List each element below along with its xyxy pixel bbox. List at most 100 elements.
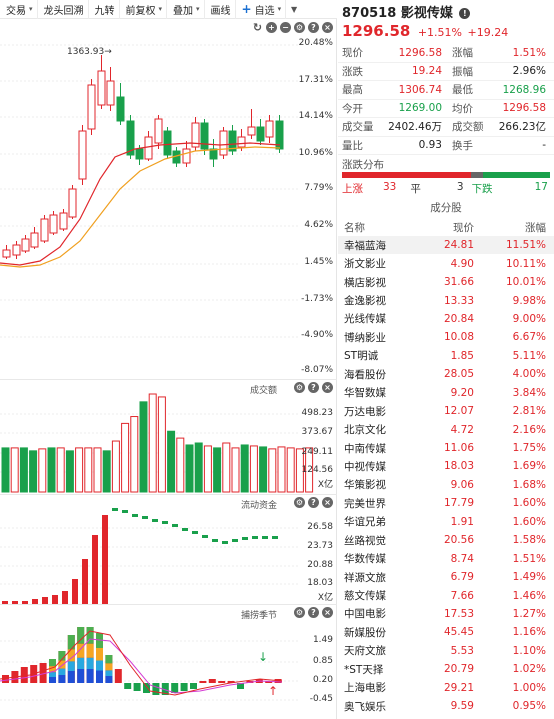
component-row[interactable]: 华谊兄弟 1.91 1.60% (338, 513, 554, 531)
component-row[interactable]: 新媒股份 45.45 1.16% (338, 623, 554, 641)
component-row[interactable]: 奥飞娱乐 9.59 0.95% (338, 697, 554, 715)
volume-bar (286, 447, 295, 493)
quote-value: 1268.96 (502, 83, 546, 96)
help-icon[interactable]: ? (308, 382, 319, 393)
flow-unit: X亿 (317, 593, 333, 603)
col-name[interactable]: 名称 (344, 221, 365, 234)
season-chart[interactable]: ↓↑ (0, 605, 337, 719)
component-price: 20.79 (443, 663, 474, 676)
component-row[interactable]: 祥源文旅 6.79 1.49% (338, 568, 554, 586)
component-name: *ST天择 (344, 663, 384, 676)
volume-bar (268, 448, 277, 493)
component-row[interactable]: 完美世界 17.79 1.60% (338, 494, 554, 512)
add-watchlist-button[interactable]: + 自选 ▾ (236, 0, 287, 19)
toolbar-more-chevron-icon[interactable]: ▼ (291, 4, 298, 14)
component-name: ST明诚 (344, 350, 379, 363)
season-bar (2, 675, 9, 683)
component-row[interactable]: 浙文影业 4.90 10.11% (338, 254, 554, 272)
component-row[interactable]: 金逸影视 13.33 9.98% (338, 291, 554, 309)
kline-y-label: 1.45% (304, 257, 333, 267)
volume-bar (148, 393, 157, 493)
component-row[interactable]: 海看股份 28.05 4.00% (338, 365, 554, 383)
kline-chart[interactable] (0, 19, 337, 379)
help-icon[interactable]: ? (308, 22, 319, 33)
candle (256, 126, 265, 142)
settings-icon[interactable]: ⚙ (294, 497, 305, 508)
help-icon[interactable]: ? (308, 607, 319, 618)
volume-bar (194, 442, 203, 493)
distribution-flat-segment (471, 172, 483, 178)
season-icons: ⚙ ? × (294, 607, 333, 618)
refresh-icon[interactable]: ↻ (252, 21, 263, 34)
zoom-out-icon[interactable]: − (280, 22, 291, 33)
component-row[interactable]: 中国电影 17.53 1.27% (338, 605, 554, 623)
help-icon[interactable]: ? (308, 497, 319, 508)
component-name: 横店影视 (344, 276, 386, 289)
flow-bar (242, 537, 248, 540)
component-row[interactable]: 万达电影 12.07 2.81% (338, 402, 554, 420)
component-row[interactable]: 光线传媒 20.84 9.00% (338, 310, 554, 328)
component-price: 7.66 (450, 589, 474, 602)
component-row[interactable]: 横店影视 31.66 10.01% (338, 273, 554, 291)
candle (116, 96, 125, 122)
season-bar-segment (86, 627, 94, 644)
toolbar-adjust[interactable]: 前复权 ▾ (120, 0, 168, 19)
candle (78, 130, 87, 180)
zoom-in-icon[interactable]: + (266, 22, 277, 33)
component-row[interactable]: 中南传媒 11.06 1.75% (338, 439, 554, 457)
component-row[interactable]: ST明诚 1.85 5.11% (338, 347, 554, 365)
settings-icon[interactable]: ⚙ (294, 607, 305, 618)
component-row[interactable]: *ST天择 20.79 1.02% (338, 660, 554, 678)
volume-y-label: 124.56 (301, 465, 334, 475)
component-row[interactable]: 华数传媒 8.74 1.51% (338, 549, 554, 567)
add-watchlist-label: 自选 (254, 5, 275, 17)
candle (237, 136, 246, 148)
volume-bar (222, 442, 231, 493)
flow-chart[interactable] (0, 495, 337, 605)
close-icon[interactable]: × (322, 497, 333, 508)
volume-chart[interactable] (0, 380, 337, 495)
component-price: 11.06 (443, 442, 474, 455)
toolbar-trade[interactable]: 交易 ▾ (0, 0, 38, 19)
component-row[interactable]: 华策影视 9.06 1.68% (338, 476, 554, 494)
season-bar-segment (96, 648, 103, 661)
candle (59, 212, 68, 230)
close-icon[interactable]: × (322, 607, 333, 618)
close-icon[interactable]: × (322, 22, 333, 33)
component-row[interactable]: 博纳影业 10.08 6.67% (338, 328, 554, 346)
component-row[interactable]: 天府文旅 5.53 1.10% (338, 642, 554, 660)
info-icon[interactable]: ! (459, 8, 471, 19)
flat-label: 平 (410, 183, 421, 195)
quote-row: 最高 1306.74 最低 1268.96 (338, 81, 554, 100)
component-row[interactable]: 慈文传媒 7.66 1.46% (338, 586, 554, 604)
component-row[interactable]: 幸福蓝海 24.81 11.51% (338, 236, 554, 255)
volume-y-label: 249.11 (301, 447, 334, 457)
component-row[interactable]: 北京文化 4.72 2.16% (338, 420, 554, 438)
toolbar-nine-turn[interactable]: 九转 (89, 0, 120, 19)
candle (49, 214, 58, 234)
toolbar-leader-review[interactable]: 龙头回溯 (38, 0, 89, 19)
season-bar-segment (86, 657, 94, 669)
close-icon[interactable]: × (322, 382, 333, 393)
ma10-line (0, 146, 281, 268)
col-change[interactable]: 涨幅 (525, 221, 546, 234)
component-row[interactable]: 丝路视觉 20.56 1.58% (338, 531, 554, 549)
component-name: 华数传媒 (344, 553, 386, 566)
component-price: 4.72 (450, 423, 474, 436)
component-price: 24.81 (443, 239, 474, 252)
component-price: 9.59 (450, 700, 474, 713)
toolbar-draw-line[interactable]: 画线 (205, 0, 236, 19)
component-row[interactable]: 中视传媒 18.03 1.69% (338, 457, 554, 475)
volume-bar (10, 447, 19, 493)
col-price[interactable]: 现价 (453, 221, 474, 234)
component-row[interactable]: 华智数媒 9.20 3.84% (338, 384, 554, 402)
candle (154, 118, 163, 144)
toolbar-overlay[interactable]: 叠加 ▾ (167, 0, 205, 19)
kline-y-label: 10.96% (298, 148, 333, 158)
component-row[interactable]: 上海电影 29.21 1.00% (338, 679, 554, 697)
volume-bar (185, 444, 194, 493)
settings-icon[interactable]: ⚙ (294, 382, 305, 393)
component-change: 1.68% (512, 478, 546, 491)
season-bar-segment (96, 633, 103, 648)
settings-icon[interactable]: ⚙ (294, 22, 305, 33)
